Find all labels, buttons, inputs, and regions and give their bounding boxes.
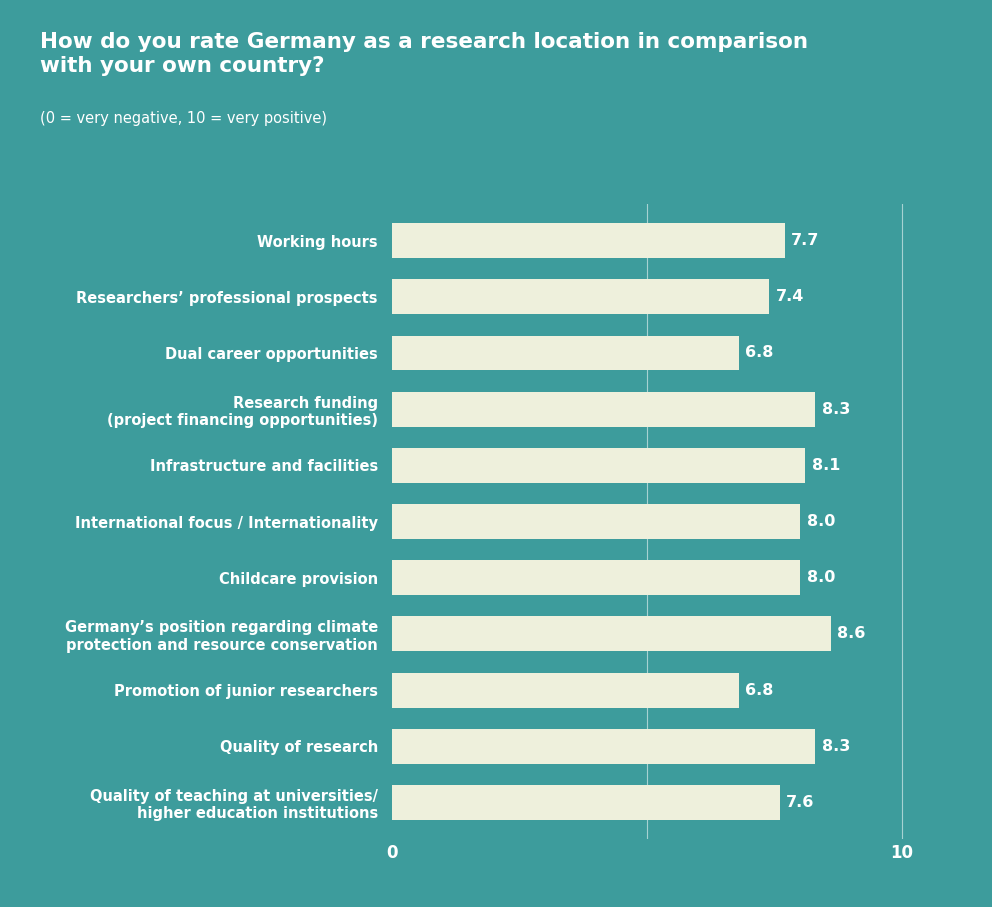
Bar	[392, 504, 800, 539]
Text: (0 = very negative, 10 = very positive): (0 = very negative, 10 = very positive)	[40, 111, 326, 126]
Text: 8.3: 8.3	[822, 402, 850, 416]
Bar	[392, 448, 806, 483]
Text: 6.8: 6.8	[745, 683, 774, 697]
Text: 7.7: 7.7	[792, 233, 819, 249]
Bar	[392, 223, 785, 258]
Text: How do you rate Germany as a research location in comparison
with your own count: How do you rate Germany as a research lo…	[40, 32, 807, 76]
Bar	[392, 561, 800, 595]
Text: 8.3: 8.3	[822, 739, 850, 754]
Bar	[392, 729, 815, 764]
Bar	[392, 392, 815, 426]
Bar	[392, 673, 739, 707]
Text: 7.4: 7.4	[776, 289, 805, 304]
Text: 6.8: 6.8	[745, 346, 774, 360]
Text: 8.6: 8.6	[837, 627, 866, 641]
Text: 8.0: 8.0	[806, 571, 835, 585]
Bar	[392, 336, 739, 370]
Text: 7.6: 7.6	[787, 795, 814, 810]
Bar	[392, 617, 830, 651]
Bar	[392, 785, 780, 820]
Text: 8.1: 8.1	[811, 458, 840, 473]
Bar	[392, 279, 770, 314]
Text: 8.0: 8.0	[806, 514, 835, 529]
